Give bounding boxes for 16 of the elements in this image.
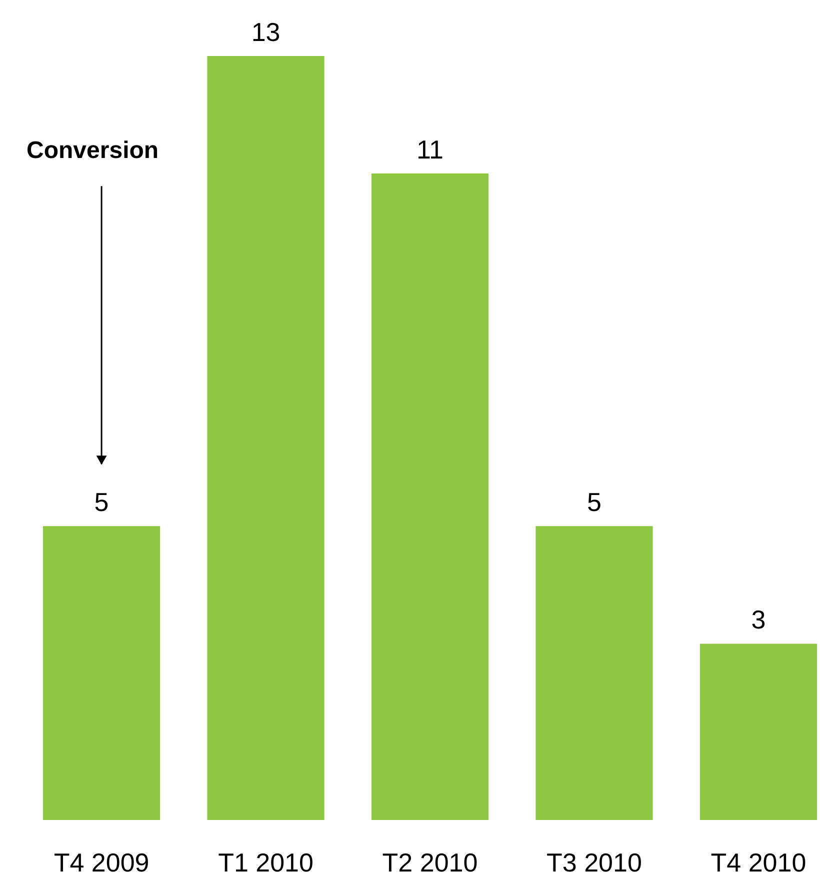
bar — [207, 56, 324, 820]
data-label: 3 — [751, 604, 766, 635]
bar — [700, 644, 817, 820]
annotation: Conversion — [26, 137, 159, 164]
bar — [371, 174, 489, 820]
x-tick-label: T2 2010 — [382, 848, 478, 878]
x-tick-label: T1 2010 — [218, 848, 314, 878]
bar — [43, 526, 160, 820]
bar — [536, 526, 653, 820]
data-label: 5 — [94, 487, 109, 518]
x-tick-label: T4 2010 — [710, 848, 806, 878]
x-tick-label: T3 2010 — [546, 848, 642, 878]
data-label: 5 — [586, 487, 602, 518]
data-label: 11 — [416, 134, 444, 165]
data-label: 13 — [251, 17, 280, 47]
x-tick-label: T4 2009 — [54, 848, 150, 878]
